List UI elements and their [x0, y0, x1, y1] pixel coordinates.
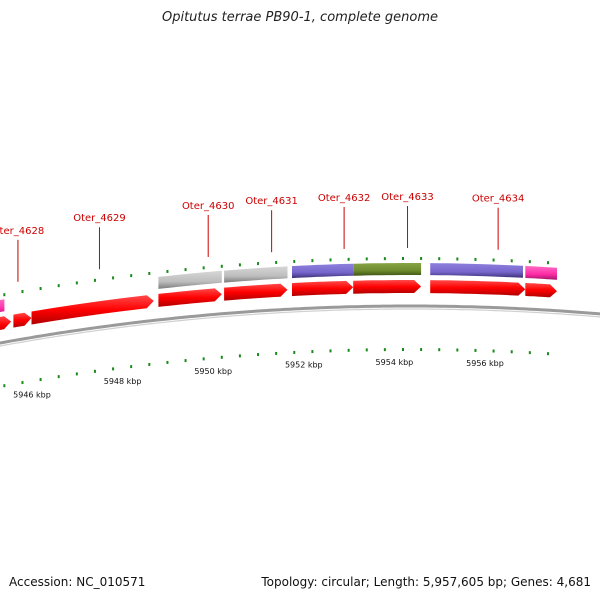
gene-label[interactable]: Oter_4628: [0, 226, 44, 237]
cds-arrow[interactable]: [525, 282, 557, 298]
gene-label[interactable]: Oter_4633: [381, 192, 434, 203]
kbp-label: 5948 kbp: [104, 377, 142, 386]
gene-label[interactable]: Oter_4632: [318, 193, 371, 204]
gene-label[interactable]: Oter_4631: [245, 196, 298, 207]
map-title: Opitutus terrae PB90-1, complete genome: [161, 10, 439, 25]
cds-arrow[interactable]: [292, 280, 354, 297]
kbp-label: 5956 kbp: [466, 359, 504, 368]
cds-arrow[interactable]: [430, 280, 526, 296]
feature-purple[interactable]: [430, 263, 523, 278]
kbp-label: 5946 kbp: [13, 390, 51, 399]
genome-backbone: [0, 304, 600, 345]
genome-backbone-shadow: [0, 308, 600, 347]
cds-arrow[interactable]: [13, 312, 32, 328]
gene-label[interactable]: Oter_4630: [182, 201, 235, 212]
feature-olive[interactable]: [353, 263, 422, 276]
cds-arrow[interactable]: [31, 295, 154, 325]
kbp-label: 5954 kbp: [376, 358, 414, 367]
feature-grey[interactable]: [224, 266, 288, 283]
accession-text: Accession: NC_010571: [9, 575, 146, 589]
feature-pink[interactable]: [525, 265, 557, 280]
kbp-label: 5950 kbp: [194, 367, 232, 376]
feature-purple[interactable]: [292, 263, 354, 279]
genome-summary-text: Topology: circular; Length: 5,957,605 bp…: [261, 575, 591, 589]
cds-arrow[interactable]: [0, 316, 12, 333]
feature-pink[interactable]: [0, 299, 5, 315]
gene-label[interactable]: Oter_4629: [73, 213, 126, 224]
cds-arrow[interactable]: [353, 280, 422, 294]
cds-arrow[interactable]: [158, 288, 222, 307]
kbp-label: 5952 kbp: [285, 361, 323, 370]
gene-label[interactable]: Oter_4634: [472, 194, 525, 205]
cds-arrow[interactable]: [224, 283, 288, 301]
feature-grey[interactable]: [158, 270, 222, 289]
